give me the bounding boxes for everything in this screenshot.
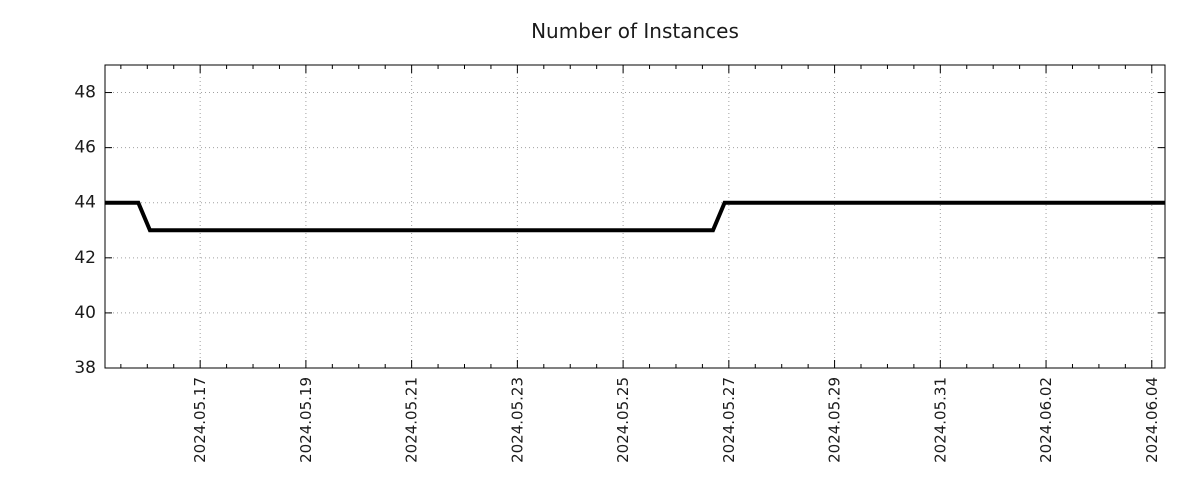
y-tick-label: 42 <box>74 248 96 268</box>
x-tick-label: 2024.06.02 <box>1037 377 1055 463</box>
grid-layer <box>105 65 1165 368</box>
x-tick-label: 2024.05.17 <box>191 377 209 463</box>
plot-frame <box>104 64 1166 369</box>
y-tick-label: 44 <box>74 193 96 213</box>
plot-border <box>104 64 1166 369</box>
y-tick-label: 48 <box>74 83 96 103</box>
x-tick-label: 2024.05.21 <box>403 377 421 463</box>
x-tick-label: 2024.05.23 <box>508 377 526 463</box>
x-tick-label: 2024.05.25 <box>614 377 632 463</box>
y-tick-label: 38 <box>74 358 96 378</box>
x-tick-label: 2024.05.29 <box>826 377 844 463</box>
tick-layer <box>105 65 1165 369</box>
x-tick-label: 2024.05.19 <box>297 377 315 463</box>
series-line <box>105 200 1165 233</box>
axis-labels-layer: 2024.05.17 2024.05.19 2024.05.21 2024.05.23… <box>74 83 1160 463</box>
y-tick-label: 46 <box>74 138 96 158</box>
x-tick-label: 2024.05.31 <box>931 377 949 463</box>
x-tick-label: 2024.06.04 <box>1143 377 1161 463</box>
chart-title: Number of Instances <box>531 19 739 43</box>
x-tick-label: 2024.05.27 <box>720 377 738 463</box>
y-tick-label: 40 <box>74 303 96 323</box>
series-layer <box>105 200 1165 233</box>
